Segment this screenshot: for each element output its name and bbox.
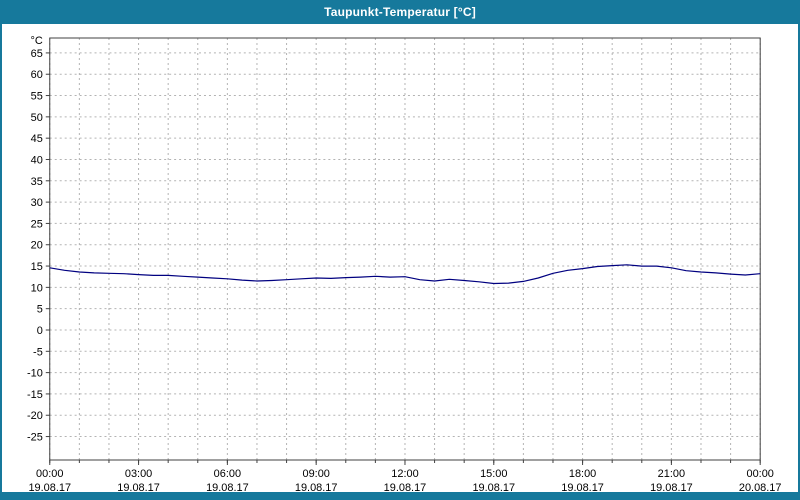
svg-text:0: 0 — [37, 325, 43, 337]
svg-text:19.08.17: 19.08.17 — [117, 482, 160, 492]
svg-text:65: 65 — [31, 48, 43, 60]
svg-text:21:00: 21:00 — [658, 468, 685, 480]
svg-text:19.08.17: 19.08.17 — [472, 482, 515, 492]
svg-text:30: 30 — [31, 197, 43, 209]
chart-title: Taupunkt-Temperatur [°C] — [324, 5, 476, 19]
svg-text:-15: -15 — [27, 389, 43, 401]
svg-text:60: 60 — [31, 69, 43, 81]
bottom-bar — [2, 492, 798, 500]
svg-text:°C: °C — [31, 35, 43, 47]
svg-text:45: 45 — [31, 133, 43, 145]
svg-text:19.08.17: 19.08.17 — [206, 482, 249, 492]
svg-text:00:00: 00:00 — [746, 468, 773, 480]
svg-text:00:00: 00:00 — [36, 468, 63, 480]
svg-text:19.08.17: 19.08.17 — [28, 482, 71, 492]
svg-text:-25: -25 — [27, 432, 43, 444]
chart-canvas: 65605550454035302520151050-5-10-15-20-25… — [2, 24, 798, 492]
svg-text:06:00: 06:00 — [214, 468, 241, 480]
svg-text:25: 25 — [31, 218, 43, 230]
title-bar: Taupunkt-Temperatur [°C] — [2, 0, 798, 24]
svg-text:19.08.17: 19.08.17 — [295, 482, 338, 492]
svg-text:15: 15 — [31, 261, 43, 273]
svg-text:-10: -10 — [27, 368, 43, 380]
svg-text:35: 35 — [31, 176, 43, 188]
svg-text:20: 20 — [31, 240, 43, 252]
svg-text:-20: -20 — [27, 410, 43, 422]
svg-text:19.08.17: 19.08.17 — [384, 482, 427, 492]
svg-text:03:00: 03:00 — [125, 468, 152, 480]
svg-text:10: 10 — [31, 282, 43, 294]
svg-text:18:00: 18:00 — [569, 468, 596, 480]
svg-text:15:00: 15:00 — [480, 468, 507, 480]
svg-text:5: 5 — [37, 304, 43, 316]
svg-text:12:00: 12:00 — [391, 468, 418, 480]
svg-text:19.08.17: 19.08.17 — [650, 482, 693, 492]
svg-text:55: 55 — [31, 91, 43, 103]
svg-text:09:00: 09:00 — [302, 468, 329, 480]
svg-text:50: 50 — [31, 112, 43, 124]
svg-text:-5: -5 — [33, 346, 43, 358]
svg-text:40: 40 — [31, 154, 43, 166]
svg-text:20.08.17: 20.08.17 — [739, 482, 782, 492]
svg-text:19.08.17: 19.08.17 — [561, 482, 604, 492]
